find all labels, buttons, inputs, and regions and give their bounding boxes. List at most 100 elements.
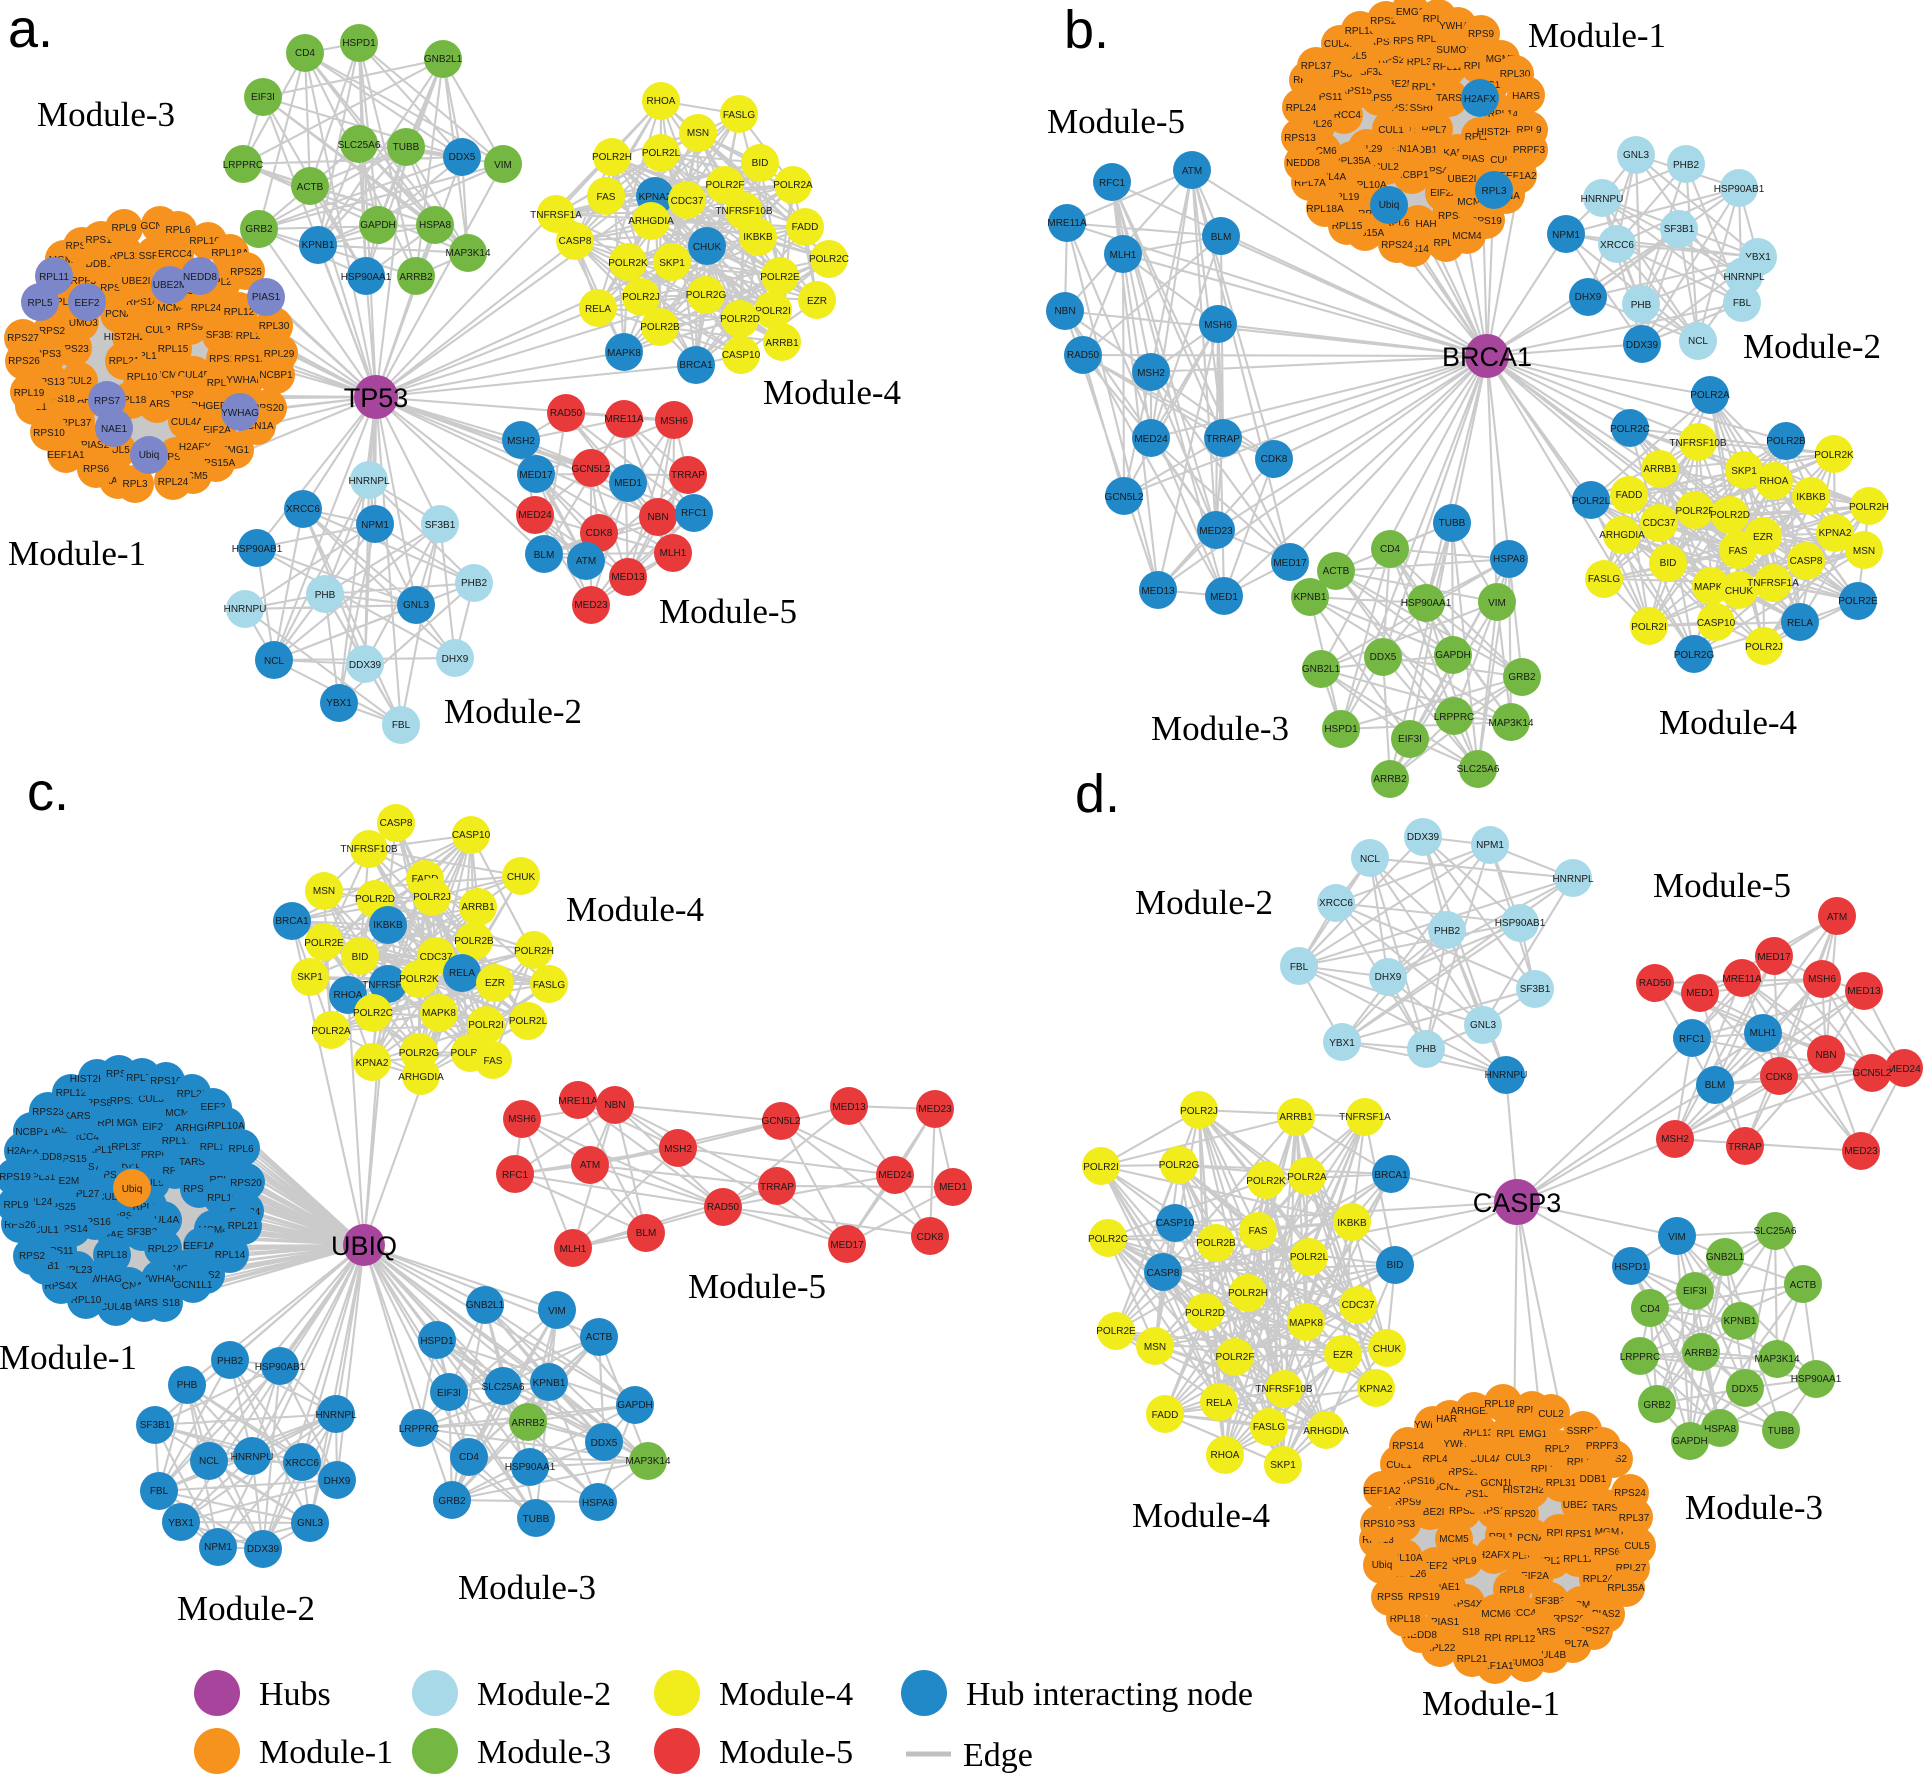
svg-text:POLR2G: POLR2G bbox=[1159, 1160, 1200, 1171]
svg-text:RPL13: RPL13 bbox=[1463, 1428, 1494, 1439]
svg-text:TNFRSF10B: TNFRSF10B bbox=[340, 844, 398, 855]
svg-text:IKBKB: IKBKB bbox=[1337, 1218, 1367, 1229]
svg-text:Hub interacting node: Hub interacting node bbox=[966, 1676, 1253, 1713]
svg-text:MCM6: MCM6 bbox=[157, 303, 187, 314]
svg-text:CUL4A: CUL4A bbox=[171, 417, 204, 428]
svg-text:DDX39: DDX39 bbox=[247, 1544, 280, 1555]
svg-text:RHOA: RHOA bbox=[1211, 1450, 1240, 1461]
svg-text:RPL7: RPL7 bbox=[97, 1118, 122, 1129]
svg-text:HNRNPU: HNRNPU bbox=[231, 1452, 274, 1463]
svg-text:IKBKB: IKBKB bbox=[743, 232, 773, 243]
svg-text:RPL15: RPL15 bbox=[1332, 221, 1363, 232]
svg-text:YWHAG: YWHAG bbox=[1439, 21, 1477, 32]
svg-text:RFC1: RFC1 bbox=[1099, 178, 1126, 189]
svg-text:ATM: ATM bbox=[580, 1160, 600, 1171]
svg-text:BRCA1: BRCA1 bbox=[1442, 342, 1532, 372]
svg-text:EIF2A: EIF2A bbox=[1430, 188, 1458, 199]
svg-text:Module-5: Module-5 bbox=[719, 1734, 853, 1771]
svg-text:Module-4: Module-4 bbox=[1659, 703, 1797, 742]
svg-text:GAPDH: GAPDH bbox=[360, 220, 396, 231]
svg-text:RPS14: RPS14 bbox=[126, 297, 158, 308]
svg-text:RPL30: RPL30 bbox=[1531, 1464, 1562, 1475]
svg-text:POLR2E: POLR2E bbox=[760, 272, 800, 283]
svg-text:EMG1: EMG1 bbox=[166, 1264, 195, 1275]
svg-text:POLR2A: POLR2A bbox=[311, 1026, 351, 1037]
svg-text:RPS20: RPS20 bbox=[1370, 16, 1402, 27]
svg-text:MSH2: MSH2 bbox=[1137, 368, 1165, 379]
svg-text:SCN1A: SCN1A bbox=[1385, 144, 1419, 155]
svg-text:MSH6: MSH6 bbox=[508, 1114, 536, 1125]
svg-text:RPS19: RPS19 bbox=[0, 1172, 31, 1183]
svg-text:RPL14: RPL14 bbox=[215, 1250, 246, 1261]
svg-text:VIM: VIM bbox=[548, 1306, 566, 1317]
svg-text:LRPPRC: LRPPRC bbox=[1620, 1352, 1661, 1363]
svg-text:MLH1: MLH1 bbox=[560, 1244, 587, 1255]
svg-text:POLR2D: POLR2D bbox=[720, 314, 760, 325]
svg-text:TARS: TARS bbox=[1592, 1503, 1618, 1514]
svg-text:Module-2: Module-2 bbox=[1743, 327, 1881, 366]
svg-text:RPS5: RPS5 bbox=[112, 1211, 139, 1222]
svg-text:NEDD8: NEDD8 bbox=[183, 272, 217, 283]
svg-text:SLC25A6: SLC25A6 bbox=[482, 1382, 525, 1393]
svg-text:SLC25A6: SLC25A6 bbox=[1457, 764, 1500, 775]
svg-text:POLR2C: POLR2C bbox=[1088, 1234, 1128, 1245]
svg-text:DDX5: DDX5 bbox=[1370, 652, 1397, 663]
svg-text:ATM: ATM bbox=[1182, 166, 1202, 177]
svg-text:EMG1: EMG1 bbox=[1519, 1429, 1548, 1440]
svg-text:RPL11: RPL11 bbox=[39, 272, 69, 283]
svg-text:UBE2M: UBE2M bbox=[1563, 1500, 1597, 1511]
svg-text:POLR2L: POLR2L bbox=[509, 1016, 548, 1027]
svg-text:RPL18: RPL18 bbox=[1390, 1614, 1421, 1625]
svg-text:POLR2G: POLR2G bbox=[399, 1048, 440, 1059]
svg-text:PIAS2: PIAS2 bbox=[1592, 1609, 1621, 1620]
svg-text:RPS18: RPS18 bbox=[1448, 1627, 1480, 1638]
svg-text:MED17: MED17 bbox=[830, 1240, 864, 1251]
svg-text:MRE11A: MRE11A bbox=[1047, 218, 1087, 229]
svg-text:MED1: MED1 bbox=[1210, 592, 1238, 603]
svg-text:MED24: MED24 bbox=[1134, 434, 1168, 445]
svg-text:RPS23: RPS23 bbox=[57, 344, 89, 355]
svg-text:VIM: VIM bbox=[1668, 1232, 1686, 1243]
svg-text:TUBB: TUBB bbox=[1439, 518, 1466, 529]
svg-text:FAS: FAS bbox=[484, 1056, 503, 1067]
svg-text:ARRB2: ARRB2 bbox=[1373, 774, 1407, 785]
svg-text:MED13: MED13 bbox=[611, 572, 645, 583]
svg-text:XRCC6: XRCC6 bbox=[1600, 240, 1634, 251]
svg-text:ARRB1: ARRB1 bbox=[765, 338, 799, 349]
svg-text:CD4: CD4 bbox=[295, 48, 315, 59]
svg-text:POLR2K: POLR2K bbox=[608, 258, 648, 269]
svg-text:GNL3: GNL3 bbox=[1470, 1020, 1497, 1031]
svg-text:DDX5: DDX5 bbox=[1732, 1384, 1759, 1395]
svg-text:FBL: FBL bbox=[1290, 962, 1309, 973]
svg-text:POLR2C: POLR2C bbox=[809, 254, 849, 265]
svg-text:ARHGDIA: ARHGDIA bbox=[1599, 530, 1645, 541]
svg-text:RPS8: RPS8 bbox=[1449, 1506, 1476, 1517]
svg-text:Module-5: Module-5 bbox=[1047, 102, 1185, 141]
svg-text:RPS23: RPS23 bbox=[32, 1107, 64, 1118]
svg-text:Module-4: Module-4 bbox=[763, 373, 901, 412]
svg-text:KPNA2: KPNA2 bbox=[639, 192, 672, 203]
svg-text:GCN5L2: GCN5L2 bbox=[572, 464, 611, 475]
svg-text:XRCC6: XRCC6 bbox=[286, 504, 320, 515]
svg-text:RPS3: RPS3 bbox=[1389, 1519, 1416, 1530]
svg-text:VIM: VIM bbox=[1488, 598, 1506, 609]
svg-text:POLR2D: POLR2D bbox=[355, 894, 395, 905]
svg-text:RPL37: RPL37 bbox=[61, 418, 92, 429]
svg-text:UBE2I: UBE2I bbox=[1448, 174, 1477, 185]
svg-text:ARRB2: ARRB2 bbox=[399, 272, 433, 283]
svg-text:POLR2J: POLR2J bbox=[413, 892, 451, 903]
svg-text:RPL6: RPL6 bbox=[1384, 218, 1409, 229]
svg-text:BID: BID bbox=[1387, 1260, 1404, 1271]
svg-text:RPS24: RPS24 bbox=[160, 452, 192, 463]
svg-text:EIF3I: EIF3I bbox=[1683, 1286, 1707, 1297]
svg-text:MED24: MED24 bbox=[518, 510, 552, 521]
svg-text:MSN: MSN bbox=[687, 128, 709, 139]
svg-text:RPS27: RPS27 bbox=[7, 333, 39, 344]
svg-text:PIAS1: PIAS1 bbox=[45, 1125, 74, 1136]
svg-text:EZR: EZR bbox=[485, 978, 505, 989]
svg-text:KPNA2: KPNA2 bbox=[356, 1058, 389, 1069]
svg-text:RPS9: RPS9 bbox=[1395, 1497, 1422, 1508]
svg-text:MCM4: MCM4 bbox=[1452, 231, 1482, 242]
svg-text:NPM1: NPM1 bbox=[361, 520, 389, 531]
svg-text:RHOA: RHOA bbox=[1760, 476, 1789, 487]
